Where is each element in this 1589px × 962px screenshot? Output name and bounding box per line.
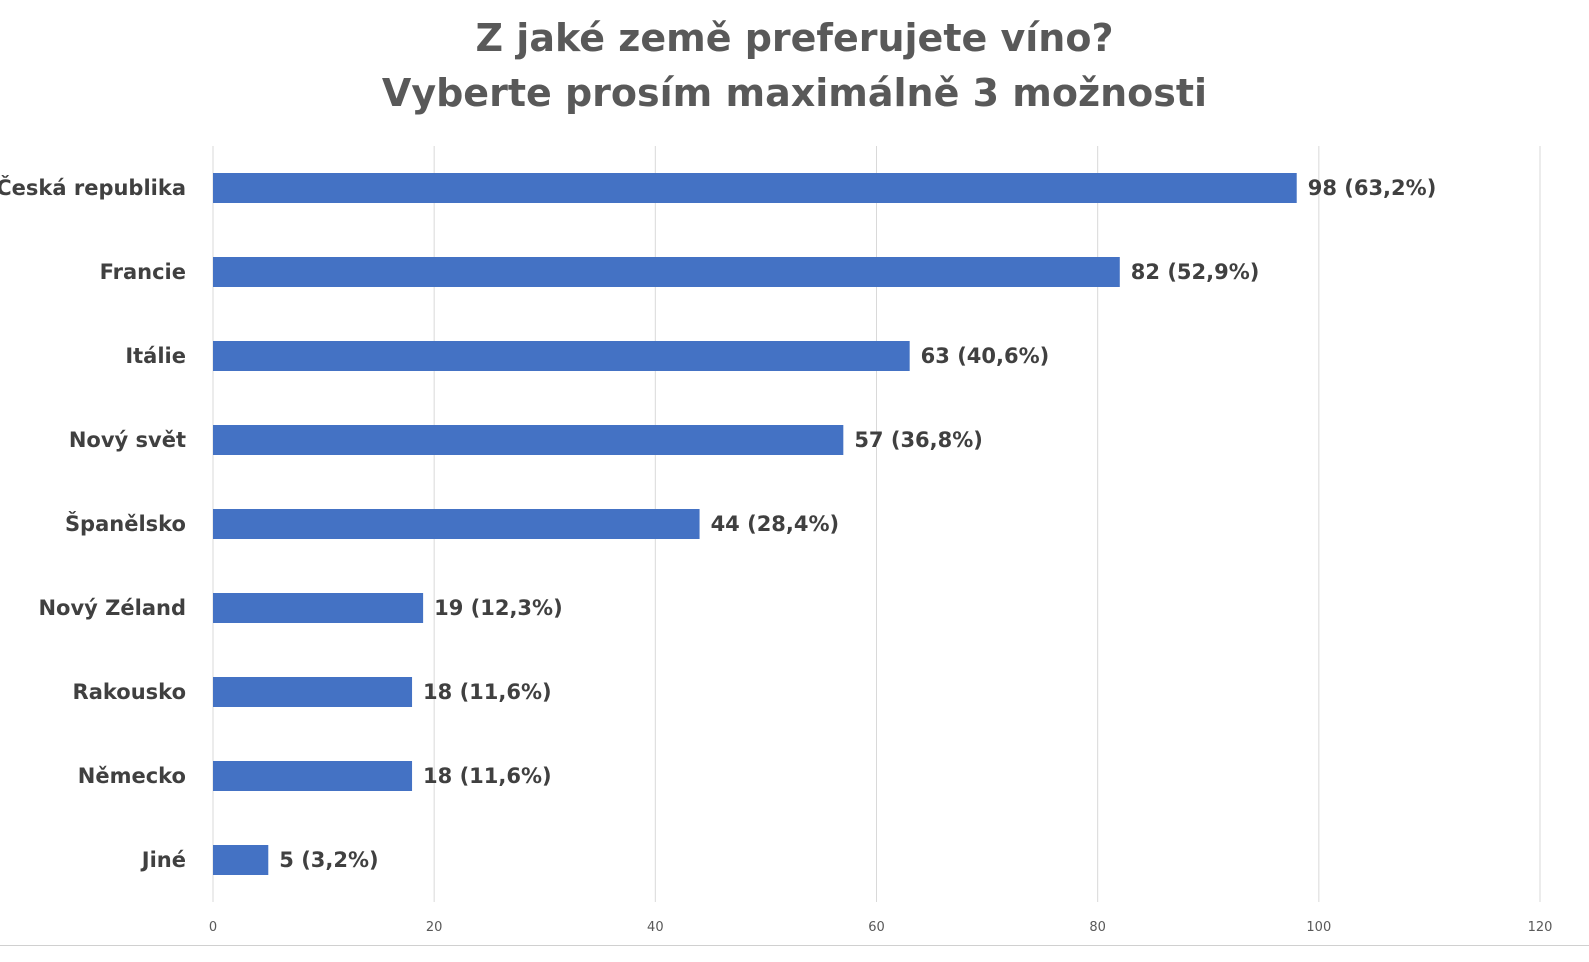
x-tick-label: 100 (1306, 920, 1331, 935)
category-label: Rakousko (73, 680, 186, 704)
bar (213, 341, 910, 371)
x-tick-label: 80 (1089, 920, 1106, 935)
x-tick-label: 20 (426, 920, 443, 935)
bar (213, 257, 1120, 287)
data-label: 18 (11,6%) (423, 764, 552, 788)
data-label: 82 (52,9%) (1131, 260, 1260, 284)
category-label: Itálie (125, 344, 186, 368)
category-label: Německo (78, 764, 186, 788)
x-tick-label: 0 (209, 920, 217, 935)
category-label: Česká republika (0, 175, 186, 200)
bar (213, 677, 413, 707)
x-tick-label: 120 (1528, 920, 1553, 935)
x-tick-label: 40 (647, 920, 664, 935)
bar (213, 593, 424, 623)
category-label: Nový svět (69, 428, 186, 452)
bottom-divider (0, 945, 1589, 946)
data-label: 5 (3,2%) (279, 848, 378, 872)
category-label: Španělsko (65, 511, 186, 536)
x-tick-label: 60 (868, 920, 885, 935)
data-label: 19 (12,3%) (434, 596, 563, 620)
data-label: 57 (36,8%) (854, 428, 983, 452)
bar (213, 761, 413, 791)
chart-subtitle: Vyberte prosím maximálně 3 možnosti (381, 71, 1208, 115)
category-label: Nový Zéland (38, 596, 186, 620)
bar (213, 173, 1297, 203)
chart-title: Z jaké země preferujete víno? (475, 16, 1114, 60)
bar (213, 845, 269, 875)
data-label: 63 (40,6%) (921, 344, 1050, 368)
data-label: 44 (28,4%) (711, 512, 840, 536)
bar (213, 509, 700, 539)
data-label: 98 (63,2%) (1308, 176, 1437, 200)
data-label: 18 (11,6%) (423, 680, 552, 704)
category-label: Francie (100, 260, 186, 284)
category-label: Jiné (140, 848, 186, 872)
bar (213, 425, 844, 455)
